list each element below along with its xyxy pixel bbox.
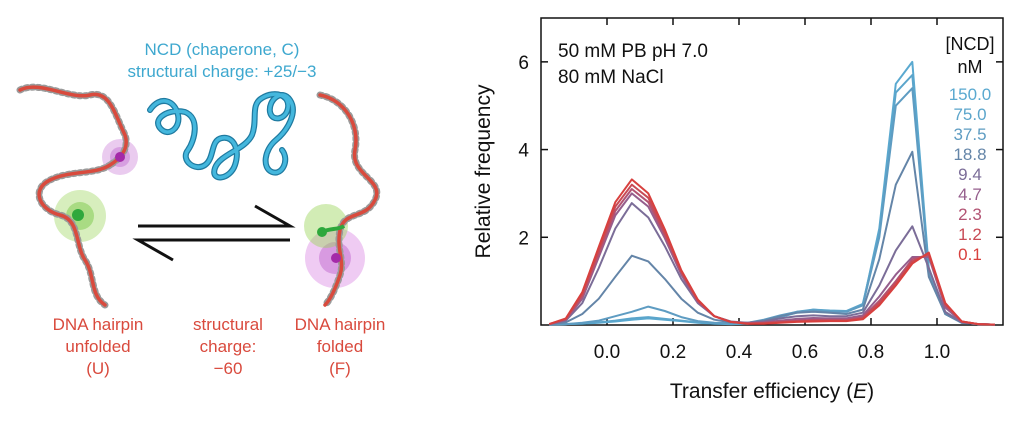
y-tick-label: 6 xyxy=(518,53,529,74)
legend-entry: 150.0 xyxy=(949,85,992,104)
legend-entry: 4.7 xyxy=(958,185,982,204)
tick-layer: 0.0 0.2 0.4 0.6 0.8 1.0 2 4 6 xyxy=(518,18,1003,363)
x-tick-label: 0.8 xyxy=(858,342,884,363)
folded-label-line2: folded xyxy=(317,337,363,356)
chart: 0.0 0.2 0.4 0.6 0.8 1.0 2 4 6 [NCD] nM 150.075.037… xyxy=(472,17,1004,403)
legend-entry: 9.4 xyxy=(958,165,982,184)
series-line-1-2 xyxy=(548,183,995,326)
legend-title-line2: nM xyxy=(957,57,982,77)
legend-entry: 2.3 xyxy=(958,205,982,224)
charge-label-line3: −60 xyxy=(214,359,243,378)
x-tick-label: 0.4 xyxy=(726,342,753,363)
folded-label: DNA hairpin folded (F) xyxy=(295,315,386,378)
legend-entry: 37.5 xyxy=(953,125,986,144)
chaperone-label-line1: NCD (chaperone, C) xyxy=(145,40,300,59)
chaperone-structure-icon xyxy=(147,91,296,181)
charge-label-line2: charge: xyxy=(200,337,257,356)
annotation-line1: 50 mM PB pH 7.0 xyxy=(558,41,708,62)
series-line-150-0 xyxy=(549,60,995,326)
legend-entry: 18.8 xyxy=(953,145,986,164)
series-layer xyxy=(548,60,995,326)
y-tick-label: 4 xyxy=(518,141,529,162)
unfolded-hairpin-structure-icon xyxy=(16,83,138,309)
annotation-line2: 80 mM NaCl xyxy=(558,67,664,88)
folded-hairpin-structure-icon xyxy=(304,91,381,309)
y-tick-label: 2 xyxy=(518,228,529,249)
legend-entry: 1.2 xyxy=(958,225,982,244)
legend-title-line1: [NCD] xyxy=(946,34,995,54)
series-line-0-1 xyxy=(548,178,995,326)
charge-label: structural charge: −60 xyxy=(193,315,263,378)
series-line-18-8 xyxy=(549,150,995,326)
unfolded-label-line1: DNA hairpin xyxy=(53,315,144,334)
chaperone-label-line2: structural charge: +25/−3 xyxy=(127,62,316,81)
charge-label-line1: structural xyxy=(193,315,263,334)
x-tick-label: 0.0 xyxy=(594,342,620,363)
x-tick-label: 0.2 xyxy=(660,342,686,363)
legend: [NCD] nM 150.075.037.518.89.44.72.31.20.1 xyxy=(946,34,995,264)
unfolded-label-line3: (U) xyxy=(86,359,110,378)
schematic-panel: NCD (chaperone, C) structural charge: +2… xyxy=(16,40,386,378)
x-axis-label: Transfer efficiency (E) xyxy=(670,380,874,403)
plot-frame xyxy=(540,17,1004,326)
series-line-9-4 xyxy=(549,202,995,326)
folded-label-line1: DNA hairpin xyxy=(295,315,386,334)
equilibrium-arrows-icon xyxy=(132,204,296,262)
folded-label-line3: (F) xyxy=(329,359,351,378)
unfolded-label-line2: unfolded xyxy=(65,337,130,356)
legend-entry: 75.0 xyxy=(953,105,986,124)
x-tick-label: 1.0 xyxy=(924,342,950,363)
unfolded-label: DNA hairpin unfolded (U) xyxy=(53,315,144,378)
legend-entry: 0.1 xyxy=(958,245,982,264)
y-axis-label: Relative frequency xyxy=(472,84,495,258)
x-tick-label: 0.6 xyxy=(792,342,818,363)
